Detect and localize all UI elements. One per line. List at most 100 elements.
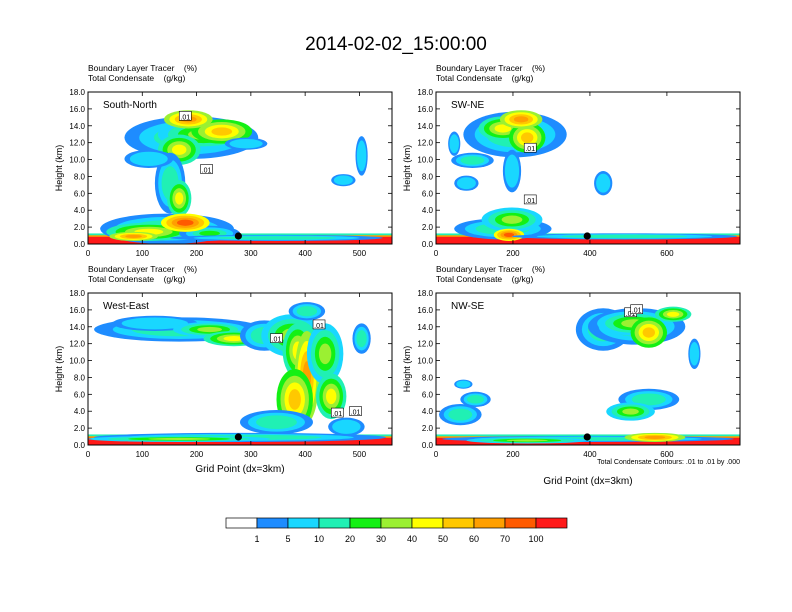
y-tick-label: 0.0 <box>74 441 86 450</box>
x-tick-label: 400 <box>583 450 597 459</box>
tracer-cell <box>356 330 367 348</box>
contour-label-box <box>523 194 537 205</box>
tracer-cell <box>216 236 337 240</box>
tracer-cell <box>467 395 485 404</box>
x-tick-label: 400 <box>583 249 597 258</box>
contour-label-box <box>270 333 283 343</box>
panel-section-title: West-East <box>103 301 149 312</box>
panel-subtitle: Boundary Layer Tracer (%) <box>436 264 545 274</box>
tracer-cell <box>223 336 245 342</box>
tracer-cell <box>622 408 639 415</box>
tracer-cell <box>332 419 361 434</box>
tracer-cell <box>642 327 656 338</box>
contour-label-box <box>523 142 537 153</box>
colorbar-box <box>225 517 258 529</box>
contour-label: .01 <box>525 146 535 153</box>
panel-section-title: NW-SE <box>451 301 484 312</box>
contour-note: Total Condensate Contours: .01 to .01 by… <box>597 459 740 466</box>
tracer-cell <box>689 341 700 366</box>
y-tick-label: 4.0 <box>74 407 86 416</box>
location-marker <box>234 232 242 240</box>
y-tick-label: 18.0 <box>417 289 433 298</box>
colorbar-box <box>318 517 351 529</box>
x-tick-label: 100 <box>136 249 150 258</box>
y-tick-label: 14.0 <box>417 323 433 332</box>
contour-label: .01 <box>632 308 642 315</box>
plot-frame <box>87 292 393 446</box>
y-tick-label: 12.0 <box>417 340 433 349</box>
tracer-cell <box>501 215 523 224</box>
tracer-cell <box>175 192 184 205</box>
panel-subtitle: Boundary Layer Tracer (%) <box>436 63 545 73</box>
y-tick-label: 16.0 <box>69 105 85 114</box>
panel-4: .01.01 0.0 2.0 4.0 6.0 8.0 10.0 12.0 14.0 16.0 18.… <box>402 264 741 487</box>
colorbar: 1 5 10 20 30 40 50 60 70 100 <box>225 517 568 544</box>
y-tick-label: 12.0 <box>69 340 85 349</box>
y-axis-label: Height (km) <box>54 346 64 393</box>
y-tick-label: 12.0 <box>417 139 433 148</box>
x-tick-label: 600 <box>660 249 674 258</box>
y-tick-label: 2.0 <box>422 223 434 232</box>
x-axis-label: Grid Point (dx=3km) <box>543 476 632 487</box>
contour-label: .01 <box>525 198 535 205</box>
y-tick-label: 0.0 <box>422 441 434 450</box>
contour-label-box <box>349 406 362 416</box>
colorbar-box <box>535 517 568 529</box>
x-tick-label: 100 <box>136 450 150 459</box>
tracer-cell <box>197 326 223 333</box>
panel-section-title: SW-NE <box>451 100 484 111</box>
tracer-cell <box>644 435 666 439</box>
tracer-cell <box>561 234 688 239</box>
tracer-cell <box>448 408 473 421</box>
tracer-cell <box>456 380 471 388</box>
surface-layer-band <box>436 236 740 244</box>
tracer-cell <box>129 151 168 166</box>
y-tick-label: 14.0 <box>417 122 433 131</box>
y-tick-label: 16.0 <box>417 306 433 315</box>
tracer-cell <box>318 343 332 365</box>
colorbar-label: 50 <box>438 534 448 544</box>
x-tick-label: 0 <box>86 450 91 459</box>
y-tick-label: 14.0 <box>69 323 85 332</box>
tracer-cell <box>504 154 520 188</box>
colorbar-box <box>442 517 475 529</box>
x-axis-label: Grid Point (dx=3km) <box>195 464 284 475</box>
panel-subtitle: Total Condensate (g/kg) <box>436 274 534 284</box>
colorbar-label: 10 <box>314 534 324 544</box>
tracer-cell <box>456 177 476 190</box>
colorbar-label: 30 <box>376 534 386 544</box>
colorbar-box <box>287 517 320 529</box>
y-tick-label: 18.0 <box>417 88 433 97</box>
panel-subtitle: Total Condensate (g/kg) <box>436 73 534 83</box>
y-tick-label: 8.0 <box>74 373 86 382</box>
y-tick-label: 10.0 <box>417 156 433 165</box>
colorbar-label: 40 <box>407 534 417 544</box>
y-tick-label: 10.0 <box>69 156 85 165</box>
figure-title: 2014-02-02_15:00:00 <box>305 34 487 55</box>
y-tick-label: 16.0 <box>417 105 433 114</box>
panel-subtitle: Total Condensate (g/kg) <box>88 274 186 284</box>
colorbar-label: 60 <box>469 534 479 544</box>
contour-label-box <box>178 111 192 121</box>
panel-section-title: South-North <box>103 100 157 111</box>
panel-3: .01 .01 .01 .01 0.0 2.0 4.0 6.0 8.0 10.0 12.0 14.0 1… <box>54 264 393 475</box>
contour-label: .01 <box>272 337 282 344</box>
panel-2: .01 .01 0.0 2.0 4.0 6.0 8.0 10.0 12.0 14.0 16.0 18.… <box>402 63 741 258</box>
panel-subtitle: Boundary Layer Tracer (%) <box>88 264 197 274</box>
contour-label-box <box>200 164 213 174</box>
tracer-field <box>88 110 392 244</box>
y-axis-label: Height (km) <box>402 145 412 192</box>
tracer-cell <box>596 173 611 193</box>
contour-label: .01 <box>314 323 324 330</box>
contour-label-box <box>330 407 344 418</box>
y-tick-label: 14.0 <box>69 122 85 131</box>
y-tick-label: 12.0 <box>69 139 85 148</box>
x-tick-label: 300 <box>244 450 258 459</box>
tracer-cell <box>494 124 512 133</box>
colorbar-label: 1 <box>254 534 259 544</box>
tracer-cell <box>121 317 189 330</box>
tracer-cell <box>288 389 301 410</box>
y-axis-label: Height (km) <box>402 346 412 393</box>
colorbar-box <box>349 517 382 529</box>
plot-frame <box>435 91 741 245</box>
